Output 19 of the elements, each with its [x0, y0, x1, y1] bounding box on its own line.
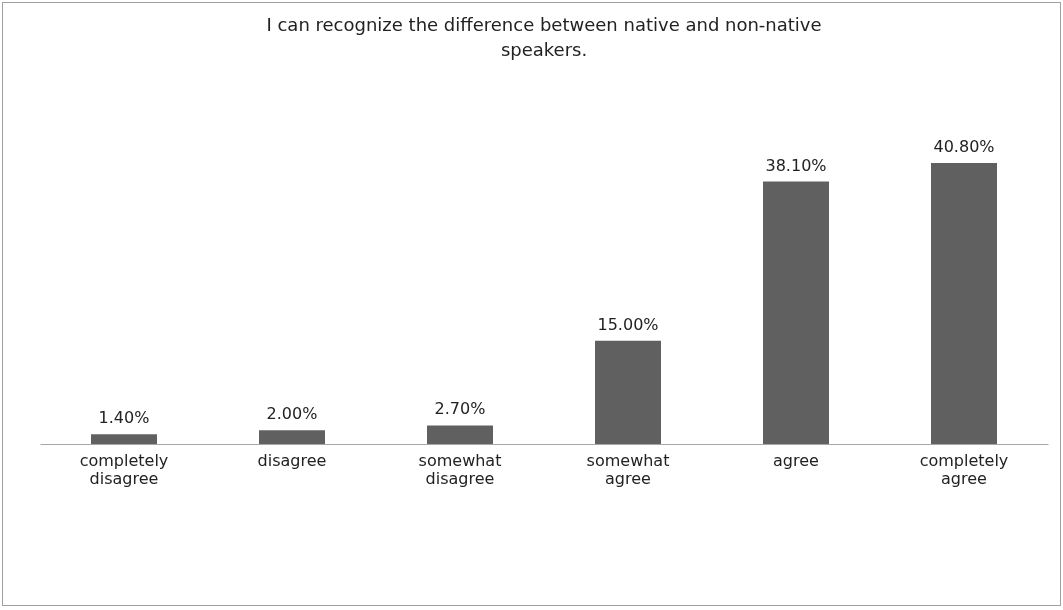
data-label: 1.40%	[98, 408, 150, 428]
data-label: 2.00%	[266, 404, 318, 424]
x-tick-label: completely disagree	[79, 450, 169, 488]
x-tick-label: completely agree	[919, 450, 1009, 488]
bar	[763, 181, 829, 444]
data-label: 40.80%	[933, 137, 995, 156]
data-label: 15.00%	[597, 314, 659, 334]
x-tick-label: somewhat agree	[586, 450, 670, 488]
x-tick-label: disagree	[257, 450, 327, 470]
bar	[427, 425, 493, 444]
x-tick-label: agree	[773, 450, 819, 470]
bar	[595, 340, 661, 444]
bar	[91, 434, 157, 444]
x-tick-label: somewhat disagree	[418, 450, 502, 488]
data-label: 38.10%	[765, 155, 827, 175]
data-label: 2.70%	[434, 399, 486, 419]
chart-title: I can recognize the difference between native and non-native speakers.	[266, 14, 822, 60]
bar	[931, 163, 997, 444]
bar	[259, 430, 325, 444]
